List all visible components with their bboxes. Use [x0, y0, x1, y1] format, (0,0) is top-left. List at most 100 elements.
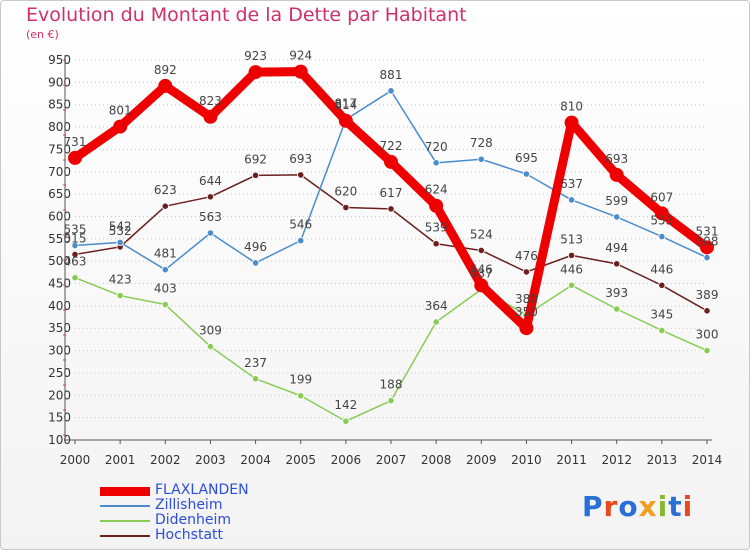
- data-point: [703, 346, 711, 355]
- data-label: 535: [64, 223, 87, 237]
- y-tick-label: 950: [48, 53, 71, 67]
- y-tick-label: 700: [48, 165, 71, 179]
- proxiti-logo: Proxiti: [582, 490, 694, 523]
- y-tick-label: 450: [48, 277, 71, 291]
- data-point: [203, 109, 218, 124]
- data-point: [522, 170, 531, 178]
- data-point: [567, 281, 576, 289]
- data-label: 494: [605, 241, 628, 255]
- data-point: [613, 260, 621, 268]
- y-tick-label: 200: [48, 388, 71, 402]
- data-point: [206, 342, 215, 351]
- data-label: 350: [515, 305, 538, 319]
- data-label: 623: [154, 183, 177, 197]
- data-label: 720: [425, 140, 448, 154]
- x-tick-label: 2001: [105, 453, 136, 467]
- data-point: [206, 229, 215, 237]
- data-label: 345: [650, 307, 673, 321]
- data-label: 446: [470, 262, 493, 276]
- data-point: [68, 150, 82, 165]
- data-point: [71, 274, 79, 282]
- data-label: 309: [199, 324, 222, 338]
- data-point: [432, 318, 440, 326]
- data-label: 446: [560, 262, 583, 276]
- data-point: [297, 392, 305, 400]
- data-point: [474, 278, 489, 293]
- chart-title: Evolution du Montant de la Dette par Hab…: [26, 4, 467, 26]
- y-tick-label: 600: [48, 209, 71, 223]
- data-label: 693: [289, 152, 312, 166]
- x-tick-label: 2010: [511, 453, 542, 467]
- data-label: 532: [109, 224, 132, 238]
- data-label: 823: [199, 94, 222, 108]
- data-point: [609, 167, 624, 182]
- data-point: [251, 259, 260, 267]
- legend-label: FLAXLANDEN: [155, 482, 249, 498]
- data-label: 496: [244, 240, 267, 254]
- data-point: [700, 240, 714, 255]
- x-tick-label: 2011: [556, 453, 587, 467]
- data-label: 731: [64, 135, 87, 149]
- legend-label: Didenheim: [155, 512, 232, 528]
- legend-swatch: [100, 535, 150, 537]
- data-label: 393: [605, 286, 628, 300]
- data-label: 722: [380, 139, 403, 153]
- data-point: [161, 266, 169, 274]
- data-label: 637: [560, 177, 583, 191]
- data-label: 142: [334, 398, 357, 412]
- y-tick-label: 150: [48, 411, 71, 425]
- data-label: 617: [380, 186, 403, 200]
- data-point: [338, 113, 353, 128]
- data-point: [658, 281, 666, 289]
- y-tick-label: 350: [48, 321, 71, 335]
- data-label: 513: [560, 232, 583, 246]
- x-tick-label: 2005: [285, 453, 316, 467]
- data-point: [519, 321, 534, 336]
- data-label: 728: [470, 136, 493, 150]
- data-point: [613, 305, 621, 313]
- data-label: 524: [470, 227, 493, 241]
- data-point: [251, 375, 260, 383]
- data-label: 199: [289, 373, 312, 387]
- data-point: [384, 154, 398, 169]
- data-point: [116, 291, 124, 300]
- data-point: [567, 251, 576, 259]
- data-label: 923: [244, 49, 267, 63]
- data-label: 380: [515, 292, 538, 306]
- y-tick-label: 850: [48, 98, 71, 112]
- data-label: 892: [154, 63, 177, 77]
- data-point: [522, 268, 531, 276]
- data-label: 542: [109, 219, 132, 233]
- x-tick-label: 2013: [647, 453, 678, 467]
- x-tick-label: 2012: [601, 453, 632, 467]
- data-label: 620: [334, 185, 357, 199]
- x-tick-label: 2014: [692, 453, 723, 467]
- data-point: [387, 87, 395, 95]
- data-point: [161, 202, 169, 210]
- legend-label: Zillisheim: [155, 497, 223, 513]
- x-tick-label: 2003: [195, 453, 226, 467]
- data-label: 237: [244, 356, 267, 370]
- x-tick-label: 2006: [331, 453, 362, 467]
- data-point: [161, 300, 169, 309]
- data-point: [293, 64, 308, 79]
- data-label: 599: [605, 194, 628, 208]
- x-tick-label: 2009: [466, 453, 497, 467]
- legend-swatch: [100, 487, 150, 496]
- data-point: [71, 241, 79, 250]
- data-label: 810: [560, 100, 583, 114]
- data-label: 403: [154, 282, 177, 296]
- x-tick-label: 2000: [60, 453, 91, 467]
- data-label: 801: [109, 104, 132, 118]
- data-point: [703, 254, 711, 262]
- data-label: 531: [696, 224, 719, 238]
- chart-subtitle: (en €): [26, 28, 59, 41]
- x-tick-label: 2008: [421, 453, 452, 467]
- data-point: [71, 250, 79, 259]
- legend-swatch: [100, 505, 150, 507]
- data-label: 692: [244, 152, 267, 166]
- data-label: 814: [334, 98, 357, 112]
- data-point: [342, 203, 350, 212]
- legend-swatch: [100, 520, 150, 522]
- data-label: 693: [605, 152, 628, 166]
